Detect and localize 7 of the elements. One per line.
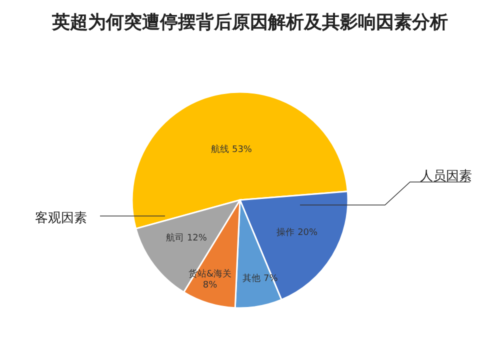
text: 人员因素 [420, 169, 472, 184]
text: 客观因素 [35, 210, 87, 226]
chart-title: 英超为何突遭停摆背后原因解析及其影响因素分析 [51, 12, 448, 33]
data-label: 8% [202, 280, 218, 290]
slice-label: 操作 20% [276, 226, 318, 238]
slice-label: 航线 53% [211, 144, 252, 156]
slice-label: 航司 12% [166, 232, 208, 244]
